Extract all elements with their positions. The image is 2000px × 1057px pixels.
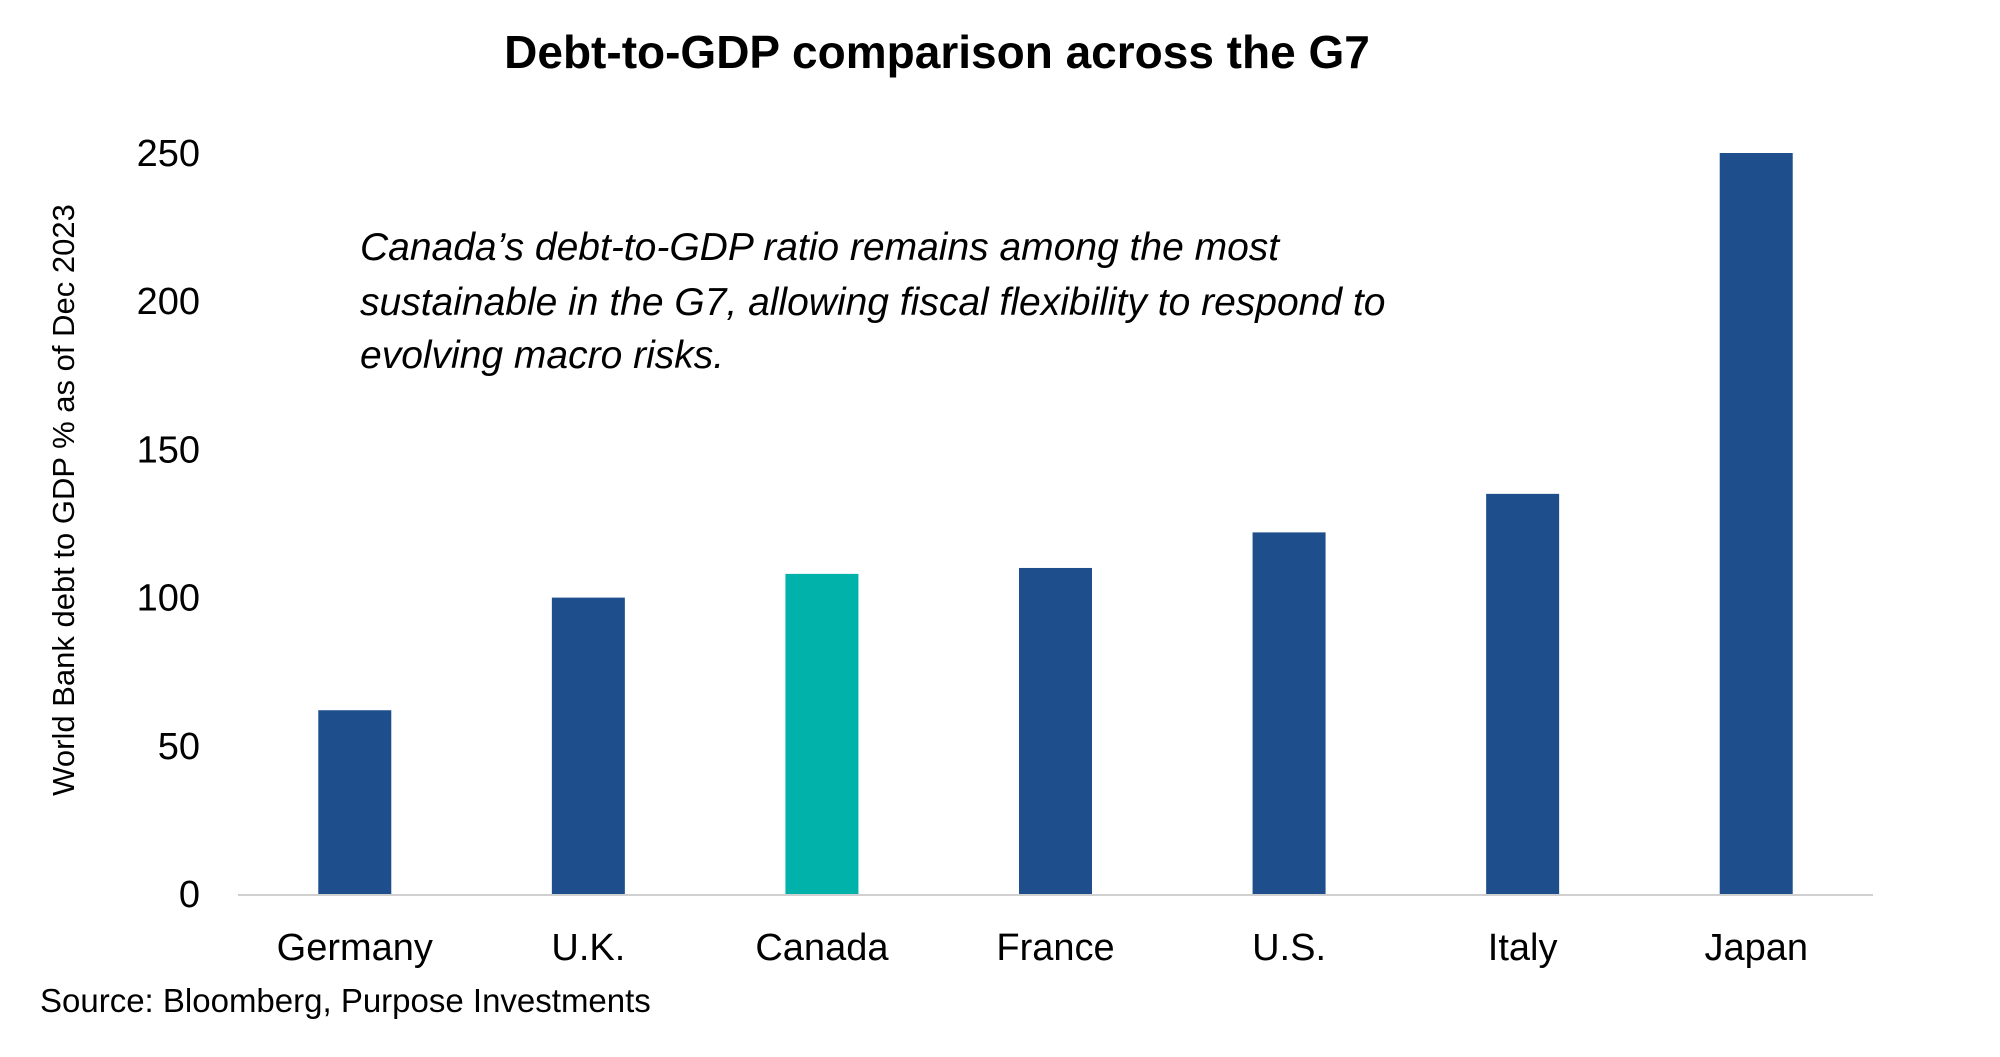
bar-japan	[1719, 153, 1793, 894]
source-note: Source: Bloomberg, Purpose Investments	[40, 982, 651, 1019]
bar-canada	[785, 573, 859, 894]
x-tick-label: U.S.	[1252, 927, 1326, 969]
chart-title: Debt-to-GDP comparison across the G7	[504, 26, 1370, 78]
x-tick-label: France	[996, 927, 1114, 969]
y-tick-label: 150	[137, 429, 200, 471]
y-tick-label: 50	[158, 726, 200, 768]
x-tick-label: Japan	[1704, 927, 1808, 969]
annotation-line-3: evolving macro risks.	[360, 334, 724, 377]
bar-italy	[1486, 493, 1560, 894]
x-tick-label: U.K.	[551, 927, 625, 969]
x-tick-label: Italy	[1488, 927, 1558, 969]
bar-france	[1019, 567, 1092, 894]
bar-us	[1252, 532, 1326, 894]
bar-germany	[318, 710, 392, 894]
y-tick-label: 200	[137, 281, 200, 323]
y-axis-label: World Bank debt to GDP % as of Dec 2023	[46, 204, 81, 796]
bar-uk	[551, 597, 625, 894]
y-tick-label: 250	[137, 133, 200, 175]
annotation-line-2: sustainable in the G7, allowing fiscal f…	[360, 281, 1385, 324]
x-tick-label: Canada	[755, 927, 889, 969]
y-tick-label: 0	[179, 874, 200, 916]
y-tick-label: 100	[137, 578, 200, 620]
annotation-line-1: Canada’s debt-to-GDP ratio remains among…	[360, 226, 1281, 269]
x-tick-label: Germany	[277, 927, 433, 969]
